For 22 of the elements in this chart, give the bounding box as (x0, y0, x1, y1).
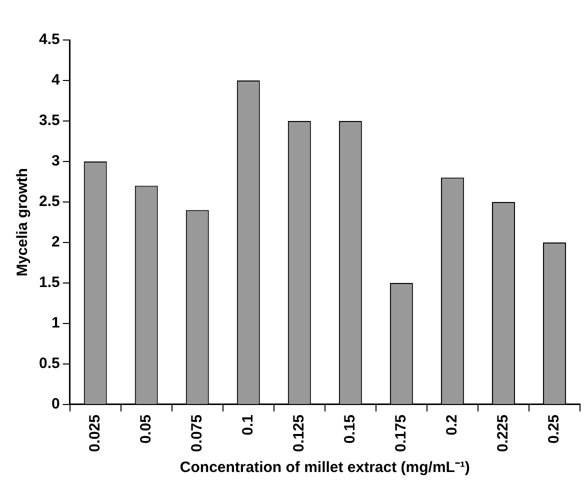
y-tick-label: 1 (52, 314, 60, 332)
x-tick-label: 0.125 (290, 414, 308, 452)
y-axis-title: Mycelia growth (14, 168, 32, 276)
x-tick-label: 0.15 (342, 414, 359, 444)
y-tick-label: 4 (52, 72, 61, 89)
y-tick-label: 3 (52, 152, 60, 170)
x-tick-label: 0.2 (444, 414, 461, 436)
y-tick-label: 3.5 (38, 112, 60, 130)
x-tick-label: 0.1 (240, 414, 257, 436)
x-tick-label: 0.25 (546, 414, 563, 444)
x-tick-label: 0.175 (392, 414, 410, 452)
y-tick-label: 0 (52, 396, 60, 413)
x-tick-label: 0.025 (86, 414, 104, 452)
x-axis-title: Concentration of millet extract (mg/mL⁻¹) (180, 459, 470, 476)
x-tick-label: 0.05 (138, 414, 155, 444)
y-tick-label: 4.5 (38, 31, 60, 48)
y-tick-label: 2 (52, 234, 60, 251)
y-tick-label: 0.5 (38, 355, 60, 372)
x-tick-label: 0.075 (188, 414, 206, 452)
y-tick-label: 1.5 (38, 274, 60, 292)
x-tick-label: 0.225 (494, 414, 512, 452)
y-tick-label: 2.5 (38, 193, 60, 210)
